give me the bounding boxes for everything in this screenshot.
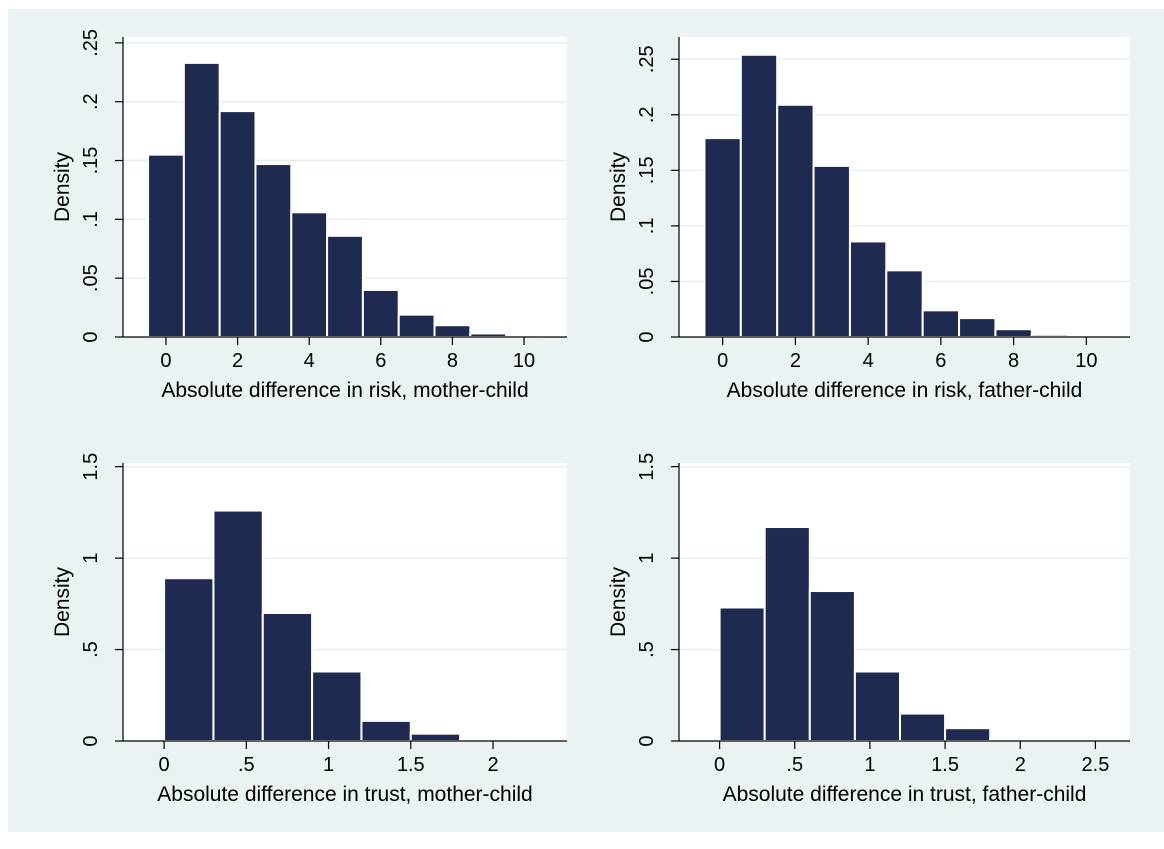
- histogram-bar: [848, 240, 888, 338]
- y-tick-label: .1: [80, 211, 102, 228]
- histogram-panel-3: 0 .5 1 1.5 0 .5 1 1.5 2 Absolute difference in tr…: [51, 453, 567, 806]
- histogram-bar: [703, 137, 742, 338]
- histogram-bar: [958, 317, 997, 339]
- y-tick-label: .25: [80, 29, 102, 57]
- histogram-bar: [898, 712, 947, 743]
- x-tick-label: 2: [232, 350, 243, 372]
- histogram-bar: [433, 324, 472, 338]
- histogram-bar: [718, 606, 766, 742]
- x-axis-title: Absolute difference in trust, father-chi…: [723, 783, 1087, 806]
- x-tick-label: 4: [863, 350, 874, 372]
- y-tick-label: .15: [636, 156, 658, 184]
- y-tick-label: .1: [636, 218, 658, 235]
- x-tick-label: 1.5: [931, 754, 959, 776]
- y-tick-label: .5: [636, 641, 658, 658]
- y-axis-title: Density: [607, 151, 630, 222]
- histogram-bar: [311, 670, 363, 742]
- x-axis-title: Absolute difference in risk, mother-chil…: [161, 379, 528, 402]
- y-tick-label: 1: [80, 553, 102, 564]
- y-tick-label: .5: [80, 641, 102, 658]
- x-tick-label: 1: [323, 754, 334, 776]
- histogram-bar: [921, 309, 961, 339]
- y-axis-title: Density: [51, 151, 74, 222]
- histogram-bar: [409, 732, 462, 742]
- x-tick-label: 2: [1015, 754, 1026, 776]
- histogram-bar: [853, 670, 901, 742]
- histogram-bar: [397, 313, 436, 339]
- x-tick-label: .5: [238, 754, 255, 776]
- x-tick-label: 0: [159, 754, 170, 776]
- histogram-panel-1: 0 .05 .1 .15 .2 .25 0 2 4 6 8 10 Absolute difference…: [51, 29, 567, 402]
- histogram-bar: [212, 509, 264, 743]
- y-tick-label: 1: [636, 553, 658, 564]
- histogram-bar: [739, 53, 779, 339]
- y-tick-label: .15: [80, 147, 102, 175]
- histogram-bar: [290, 211, 329, 338]
- y-tick-label: 0: [80, 735, 102, 746]
- x-axis-title: Absolute difference in risk, father-chil…: [727, 379, 1083, 402]
- y-tick-label: .05: [636, 268, 658, 296]
- y-axis-title: Density: [51, 566, 74, 637]
- y-tick-label: 1.5: [636, 453, 658, 481]
- x-tick-label: 10: [1075, 350, 1097, 372]
- x-tick-label: 2.5: [1082, 754, 1110, 776]
- histogram-bar: [763, 526, 811, 743]
- histogram-panel-4: 0 .5 1 1.5 0 .5 1 1.5 2 2.5 Absolute difference in…: [607, 453, 1130, 806]
- x-tick-label: 2: [790, 350, 801, 372]
- x-tick-label: 0: [714, 754, 725, 776]
- histogram-bar: [147, 153, 185, 338]
- histogram-bar: [261, 611, 314, 743]
- histogram-bar: [885, 269, 924, 339]
- x-tick-label: 1: [864, 754, 875, 776]
- histogram-bar: [994, 328, 1033, 339]
- x-tick-label: 8: [1008, 350, 1019, 372]
- y-tick-label: .05: [80, 264, 102, 292]
- y-tick-label: .25: [636, 45, 658, 73]
- histogram-bar: [163, 577, 215, 743]
- y-tick-label: 0: [636, 735, 658, 746]
- x-tick-label: 6: [375, 350, 386, 372]
- histogram-bar: [944, 727, 992, 743]
- histogram-bar: [808, 590, 856, 742]
- y-tick-label: 0: [80, 331, 102, 342]
- x-tick-label: 2: [487, 754, 498, 776]
- x-tick-label: 1.5: [397, 754, 425, 776]
- x-tick-label: 0: [160, 350, 171, 372]
- histogram-bar: [812, 164, 851, 338]
- histogram-bar: [254, 163, 293, 338]
- histogram-panel-2: 0 .05 .1 .15 .2 .25 0 2 4 6 8 10 Absolute difference…: [607, 37, 1130, 402]
- x-axis-title: Absolute difference in trust, mother-chi…: [157, 783, 532, 806]
- y-tick-label: .2: [636, 106, 658, 123]
- y-axis-title: Density: [607, 566, 630, 637]
- histogram-bar: [326, 234, 364, 338]
- histogram-bar: [218, 110, 257, 338]
- x-tick-label: .5: [786, 754, 803, 776]
- histogram-bar: [776, 103, 815, 339]
- y-tick-label: .2: [80, 93, 102, 110]
- x-tick-label: 4: [304, 350, 315, 372]
- y-tick-label: 1.5: [80, 453, 102, 481]
- x-tick-label: 8: [447, 350, 458, 372]
- histogram-bar: [361, 288, 400, 338]
- x-tick-label: 10: [513, 350, 535, 372]
- histogram-bar: [182, 61, 221, 338]
- x-tick-label: 6: [935, 350, 946, 372]
- x-tick-label: 0: [717, 350, 728, 372]
- y-tick-label: 0: [636, 331, 658, 342]
- histogram-bar: [360, 719, 412, 743]
